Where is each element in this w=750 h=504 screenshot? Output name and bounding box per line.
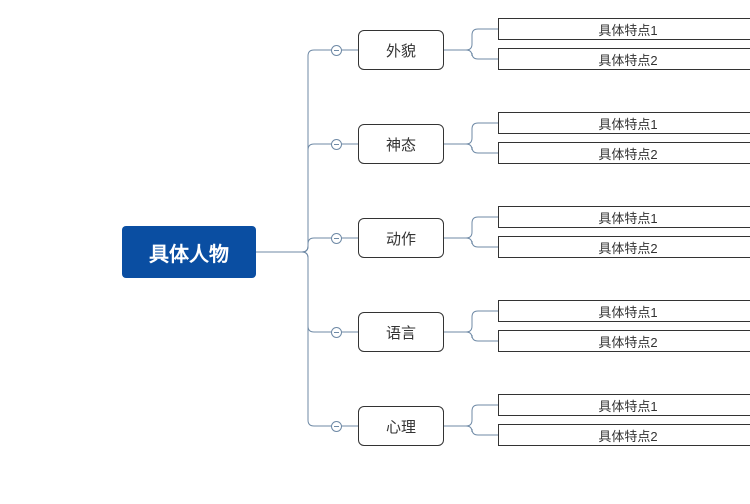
branch-node-b3[interactable]: 语言 — [358, 312, 444, 352]
leaf-node-l30[interactable]: 具体特点1 — [498, 300, 750, 322]
node-label: 具体特点1 — [598, 20, 657, 39]
node-label: 外貌 — [386, 40, 416, 61]
leaf-node-l40[interactable]: 具体特点1 — [498, 394, 750, 416]
branch-node-b2[interactable]: 动作 — [358, 218, 444, 258]
node-label: 神态 — [386, 134, 416, 155]
branch-node-b0[interactable]: 外貌 — [358, 30, 444, 70]
node-label: 具体特点2 — [598, 50, 657, 69]
node-label: 具体特点2 — [598, 332, 657, 351]
branch-node-b4[interactable]: 心理 — [358, 406, 444, 446]
node-label: 具体特点1 — [598, 396, 657, 415]
leaf-node-l11[interactable]: 具体特点2 — [498, 142, 750, 164]
leaf-node-l31[interactable]: 具体特点2 — [498, 330, 750, 352]
root-node[interactable]: 具体人物 — [122, 226, 256, 278]
collapse-toggle-icon[interactable] — [331, 45, 342, 56]
leaf-node-l10[interactable]: 具体特点1 — [498, 112, 750, 134]
leaf-node-l01[interactable]: 具体特点2 — [498, 48, 750, 70]
collapse-toggle-icon[interactable] — [331, 139, 342, 150]
node-label: 心理 — [386, 416, 416, 437]
collapse-toggle-icon[interactable] — [331, 327, 342, 338]
node-label: 具体特点1 — [598, 114, 657, 133]
collapse-toggle-icon[interactable] — [331, 421, 342, 432]
node-label: 动作 — [386, 228, 416, 249]
mindmap-canvas: { "type": "tree", "canvas": { "w": 750, … — [0, 0, 750, 504]
leaf-node-l20[interactable]: 具体特点1 — [498, 206, 750, 228]
leaf-node-l00[interactable]: 具体特点1 — [498, 18, 750, 40]
node-label: 具体特点2 — [598, 238, 657, 257]
node-label: 具体特点2 — [598, 144, 657, 163]
leaf-node-l21[interactable]: 具体特点2 — [498, 236, 750, 258]
node-label: 具体特点2 — [598, 426, 657, 445]
branch-node-b1[interactable]: 神态 — [358, 124, 444, 164]
node-label: 语言 — [386, 322, 416, 343]
leaf-node-l41[interactable]: 具体特点2 — [498, 424, 750, 446]
node-label: 具体特点1 — [598, 208, 657, 227]
collapse-toggle-icon[interactable] — [331, 233, 342, 244]
node-label: 具体特点1 — [598, 302, 657, 321]
node-label: 具体人物 — [149, 238, 229, 267]
